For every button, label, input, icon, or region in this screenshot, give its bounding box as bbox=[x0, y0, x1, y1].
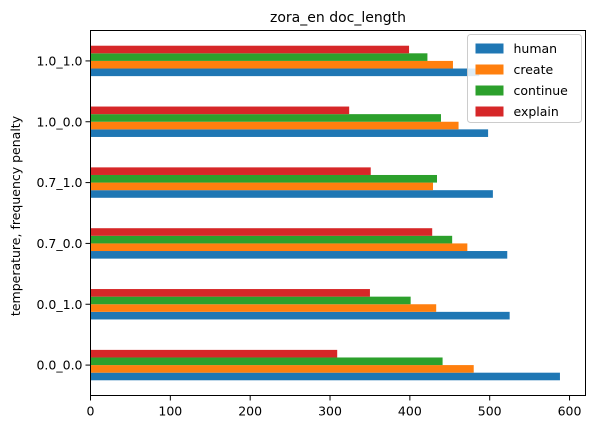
bar-human-1.0_0.0 bbox=[90, 129, 489, 137]
bar-explain-1.0_0.0 bbox=[90, 106, 350, 115]
bar-create-0.0_0.0 bbox=[90, 365, 474, 373]
chart-title: zora_en doc_length bbox=[270, 10, 406, 26]
y-axis-label: temperature, frequency penalty bbox=[8, 115, 23, 316]
bar-create-1.0_1.0 bbox=[90, 60, 453, 69]
legend-label-continue: continue bbox=[514, 83, 569, 98]
legend-swatch-continue bbox=[475, 85, 504, 96]
legend-swatch-human bbox=[475, 43, 504, 54]
bar-continue-0.0_0.0 bbox=[90, 357, 443, 366]
bar-human-0.7_1.0 bbox=[90, 190, 493, 198]
bar-create-1.0_0.0 bbox=[90, 121, 459, 130]
legend-swatch-create bbox=[475, 64, 504, 75]
y-tick-label: 0.7_1.0 bbox=[36, 175, 82, 190]
bar-human-0.7_0.0 bbox=[90, 251, 508, 259]
x-tick-label: 300 bbox=[318, 404, 342, 419]
bar-human-0.0_1.0 bbox=[90, 311, 510, 320]
x-tick-label: 400 bbox=[398, 404, 422, 419]
axes-layer: 0 100 200 300 400 500 600 0.0_0.0 0.0_1.0 0.7_0.0… bbox=[36, 53, 581, 418]
bar-explain-0.0_1.0 bbox=[90, 289, 370, 297]
bars-layer bbox=[90, 45, 560, 381]
legend-swatch-explain bbox=[475, 106, 504, 117]
y-tick-label: 1.0_1.0 bbox=[36, 53, 82, 68]
bar-explain-1.0_1.0 bbox=[90, 45, 410, 54]
x-tick-label: 100 bbox=[158, 404, 182, 419]
bar-explain-0.0_0.0 bbox=[90, 349, 338, 358]
bar-explain-0.7_1.0 bbox=[90, 167, 371, 175]
bar-create-0.7_1.0 bbox=[90, 182, 434, 191]
y-tick-label: 1.0_0.0 bbox=[36, 114, 82, 129]
legend: human create continue explain bbox=[467, 34, 582, 123]
x-tick-label: 0 bbox=[87, 404, 95, 419]
bar-continue-1.0_1.0 bbox=[90, 53, 428, 61]
bar-continue-1.0_0.0 bbox=[90, 114, 441, 122]
bar-continue-0.7_1.0 bbox=[90, 174, 437, 183]
legend-label-create: create bbox=[514, 62, 554, 77]
x-tick-label: 600 bbox=[558, 404, 582, 419]
bar-create-0.7_0.0 bbox=[90, 243, 468, 252]
y-tick-label: 0.0_0.0 bbox=[36, 358, 82, 373]
legend-label-human: human bbox=[514, 41, 558, 56]
legend-label-explain: explain bbox=[514, 104, 559, 119]
x-tick-label: 500 bbox=[478, 404, 502, 419]
y-tick-label: 0.7_0.0 bbox=[36, 236, 82, 251]
bar-create-0.0_1.0 bbox=[90, 304, 437, 312]
y-tick-label: 0.0_1.0 bbox=[36, 297, 82, 312]
bar-continue-0.0_1.0 bbox=[90, 296, 411, 305]
plot-frame bbox=[90, 30, 586, 396]
bar-continue-0.7_0.0 bbox=[90, 235, 453, 244]
bar-human-1.0_1.0 bbox=[90, 68, 480, 77]
bar-human-0.0_0.0 bbox=[90, 372, 560, 381]
bar-explain-0.7_0.0 bbox=[90, 228, 433, 236]
legend-box bbox=[467, 34, 582, 123]
x-tick-label: 200 bbox=[238, 404, 262, 419]
